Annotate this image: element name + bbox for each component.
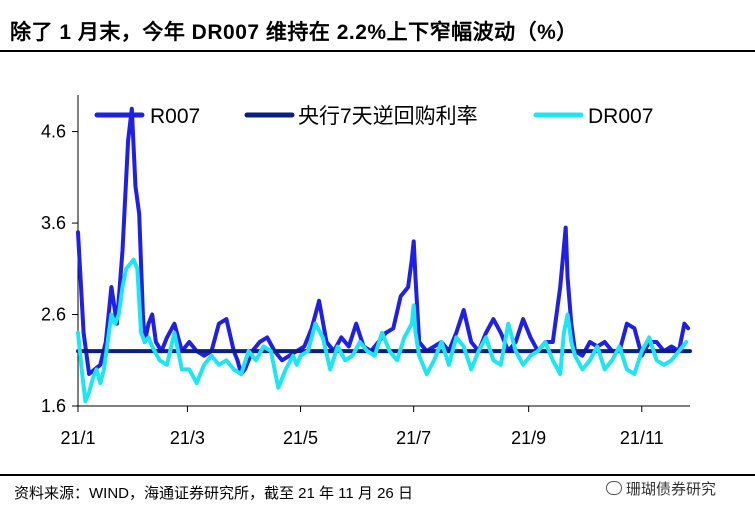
page-title: 除了 1 月末，今年 DR007 维持在 2.2%上下窄幅波动（%） (10, 21, 578, 44)
source-rule (0, 474, 755, 476)
legend-label-0: R007 (150, 105, 200, 128)
source-note: 资料来源：WIND，海通证券研究所，截至 21 年 11 月 26 日 (14, 485, 413, 502)
legend-label-2: DR007 (588, 105, 653, 128)
line-chart: 1.6 2.6 3.6 4.6 21/1 21/3 21/5 21/7 21/9 21/11 R0… (41, 95, 692, 448)
x-tick-label: 21/11 (620, 428, 664, 448)
x-tick-label: 21/5 (283, 428, 318, 448)
wechat-icon (606, 481, 622, 495)
legend-label-1: 央行7天逆回购利率 (298, 105, 478, 128)
title-rule (0, 50, 755, 52)
y-tick-label: 3.6 (41, 213, 66, 233)
legend: R007 央行7天逆回购利率 DR007 (94, 105, 653, 128)
x-tick-label: 21/9 (511, 428, 546, 448)
axes: 1.6 2.6 3.6 4.6 21/1 21/3 21/5 21/7 21/9 21/11 (41, 95, 690, 448)
y-tick-label: 4.6 (41, 122, 66, 142)
y-tick-label: 2.6 (41, 305, 66, 325)
watermark-text: 珊瑚债券研究 (626, 481, 717, 498)
x-tick-label: 21/1 (60, 428, 95, 448)
watermark: 珊瑚债券研究 (606, 478, 716, 499)
x-tick-label: 21/7 (396, 428, 431, 448)
y-tick-label: 1.6 (41, 396, 66, 416)
series-line-2 (76, 257, 689, 404)
series-layer (76, 106, 692, 404)
x-tick-label: 21/3 (170, 428, 205, 448)
